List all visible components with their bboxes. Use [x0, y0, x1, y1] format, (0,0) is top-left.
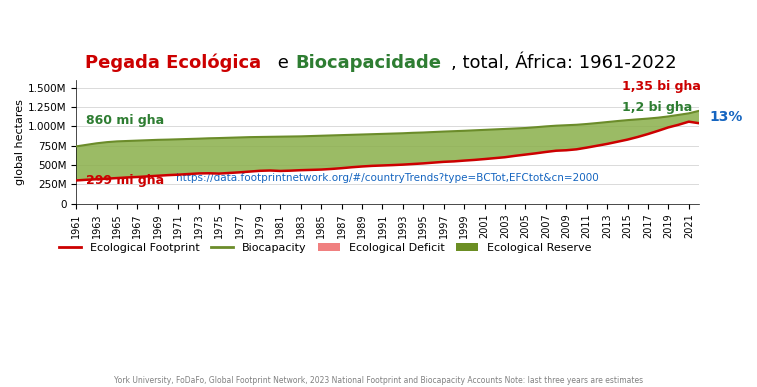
Text: 13%: 13% [709, 110, 743, 124]
Text: e: e [272, 54, 294, 72]
Text: 1,35 bi gha: 1,35 bi gha [622, 80, 701, 93]
Legend: Ecological Footprint, Biocapacity, Ecological Deficit, Ecological Reserve: Ecological Footprint, Biocapacity, Ecolo… [55, 238, 596, 257]
Text: 860 mi gha: 860 mi gha [86, 115, 164, 127]
Text: Pegada Ecológica: Pegada Ecológica [85, 53, 261, 72]
Text: Biocapacidade: Biocapacidade [296, 54, 442, 72]
Text: York University, FoDaFo, Global Footprint Network, 2023 National Footprint and B: York University, FoDaFo, Global Footprin… [114, 376, 643, 385]
Text: https://data.footprintnetwork.org/#/countryTrends?type=BCTot,EFCtot&cn=2000: https://data.footprintnetwork.org/#/coun… [176, 173, 599, 183]
Y-axis label: global hectares: global hectares [15, 99, 25, 185]
Text: 1,2 bi gha: 1,2 bi gha [622, 101, 693, 114]
Text: , total, África: 1961-2022: , total, África: 1961-2022 [451, 53, 677, 72]
Text: 299 mi gha: 299 mi gha [86, 174, 164, 187]
